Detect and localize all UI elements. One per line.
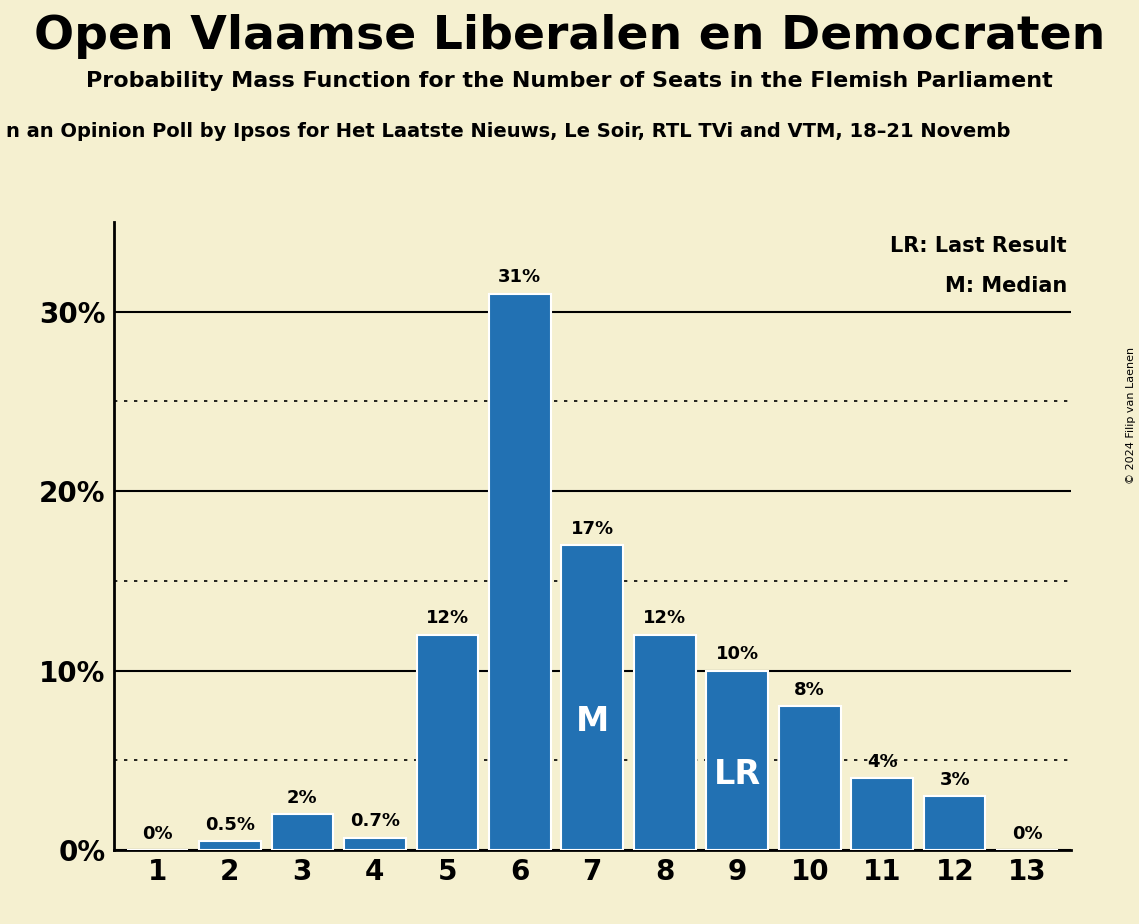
Bar	[851, 778, 913, 850]
Text: 0.5%: 0.5%	[205, 816, 255, 834]
Bar	[924, 796, 985, 850]
Bar	[634, 635, 696, 850]
Text: 2%: 2%	[287, 789, 318, 807]
Bar	[562, 545, 623, 850]
Text: Open Vlaamse Liberalen en Democraten: Open Vlaamse Liberalen en Democraten	[34, 14, 1105, 59]
Bar	[417, 635, 478, 850]
Text: M: Median: M: Median	[944, 275, 1067, 296]
Text: 0.7%: 0.7%	[350, 812, 400, 831]
Text: 10%: 10%	[715, 645, 759, 663]
Bar	[706, 671, 768, 850]
Text: 4%: 4%	[867, 753, 898, 772]
Text: 12%: 12%	[644, 610, 687, 627]
Text: 8%: 8%	[794, 681, 825, 699]
Text: 31%: 31%	[498, 268, 541, 286]
Bar	[271, 814, 334, 850]
Text: LR: Last Result: LR: Last Result	[891, 237, 1067, 256]
Text: LR: LR	[714, 759, 761, 791]
Bar	[489, 294, 550, 850]
Text: Probability Mass Function for the Number of Seats in the Flemish Parliament: Probability Mass Function for the Number…	[87, 71, 1052, 91]
Text: 12%: 12%	[426, 610, 469, 627]
Text: n an Opinion Poll by Ipsos for Het Laatste Nieuws, Le Soir, RTL TVi and VTM, 18–: n an Opinion Poll by Ipsos for Het Laats…	[6, 122, 1010, 141]
Bar	[779, 707, 841, 850]
Bar	[199, 841, 261, 850]
Text: © 2024 Filip van Laenen: © 2024 Filip van Laenen	[1126, 347, 1136, 484]
Text: 0%: 0%	[142, 825, 173, 843]
Text: 0%: 0%	[1011, 825, 1042, 843]
Text: 3%: 3%	[940, 771, 970, 789]
Text: 17%: 17%	[571, 519, 614, 538]
Bar	[344, 837, 405, 850]
Text: M: M	[575, 705, 609, 738]
